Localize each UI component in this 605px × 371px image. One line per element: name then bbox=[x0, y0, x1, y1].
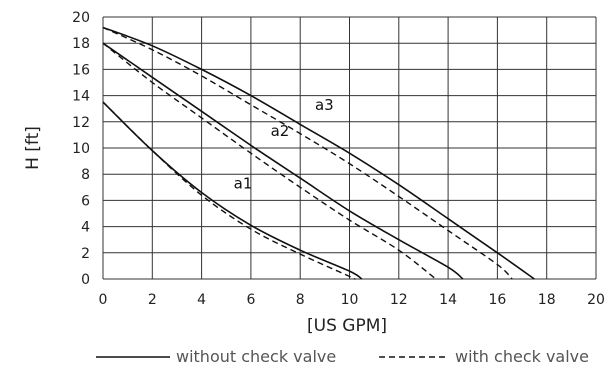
y-tick-label: 6 bbox=[81, 193, 90, 209]
y-tick-label: 18 bbox=[72, 36, 90, 52]
y-tick-label: 0 bbox=[81, 272, 90, 288]
x-tick-label: 6 bbox=[246, 292, 255, 308]
curve-labels: a1 a2 a3 bbox=[234, 96, 334, 193]
tick-labels: 0 2 4 6 8 10 12 14 16 18 20 0 2 4 6 8 10 12 14 16 18 20 bbox=[72, 10, 605, 308]
x-tick-label: 0 bbox=[99, 292, 108, 308]
y-tick-label: 8 bbox=[81, 167, 90, 183]
x-tick-label: 12 bbox=[390, 292, 408, 308]
y-tick-label: 10 bbox=[72, 141, 90, 157]
curve-a2-without-check-valve bbox=[102, 42, 464, 280]
legend: without check valve with check valve bbox=[96, 347, 589, 366]
x-tick-label: 8 bbox=[296, 292, 305, 308]
x-tick-label: 18 bbox=[538, 292, 556, 308]
curves bbox=[102, 26, 535, 280]
y-tick-label: 4 bbox=[81, 220, 90, 236]
curve-a1-without-check-valve bbox=[102, 101, 363, 280]
curve-a3-with-check-valve bbox=[102, 26, 513, 280]
curve-label-a2: a2 bbox=[271, 122, 290, 140]
legend-label-with-check-valve: with check valve bbox=[455, 347, 589, 366]
y-tick-label: 14 bbox=[72, 89, 90, 105]
y-tick-label: 20 bbox=[72, 10, 90, 26]
legend-label-without-check-valve: without check valve bbox=[176, 347, 336, 366]
x-tick-label: 4 bbox=[197, 292, 206, 308]
x-tick-label: 20 bbox=[587, 292, 605, 308]
x-tick-label: 2 bbox=[148, 292, 157, 308]
curve-a2-with-check-valve bbox=[102, 42, 437, 280]
y-tick-label: 16 bbox=[72, 62, 90, 78]
y-tick-label: 2 bbox=[81, 246, 90, 262]
curve-a3-without-check-valve bbox=[102, 26, 535, 280]
x-tick-label: 14 bbox=[439, 292, 457, 308]
curve-a1-with-check-valve bbox=[102, 101, 356, 280]
x-tick-label: 10 bbox=[341, 292, 359, 308]
curve-label-a3: a3 bbox=[315, 96, 334, 114]
curve-label-a1: a1 bbox=[234, 175, 253, 193]
x-axis-label: [US GPM] bbox=[307, 316, 387, 336]
y-tick-label: 12 bbox=[72, 115, 90, 131]
x-tick-label: 16 bbox=[488, 292, 506, 308]
grid bbox=[102, 16, 597, 280]
y-axis-label: H [ft] bbox=[23, 126, 43, 170]
